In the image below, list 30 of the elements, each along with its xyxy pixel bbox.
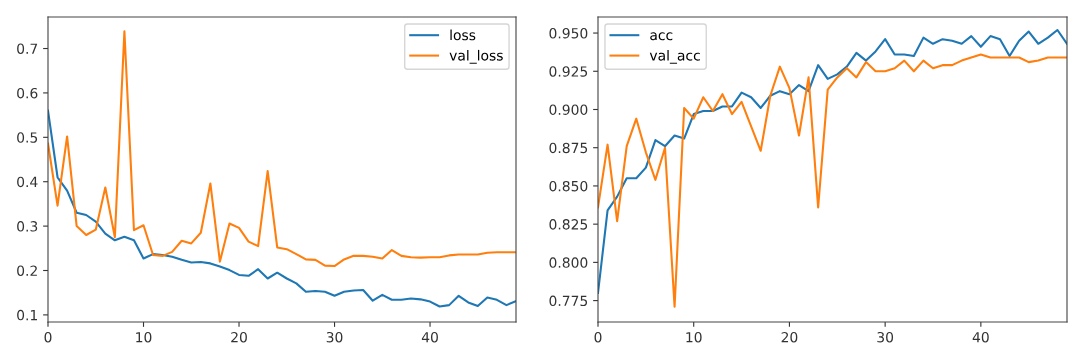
y-tick-label: 0.925 <box>549 66 588 77</box>
y-tick-label: 0.900 <box>549 104 588 115</box>
x-tick-label: 30 <box>326 331 343 343</box>
x-tick-label: 0 <box>44 331 52 343</box>
legend-label: val_loss <box>449 49 503 64</box>
legend-label: val_acc <box>649 49 700 64</box>
legend-label: acc <box>650 32 673 41</box>
x-tick-label: 0 <box>594 331 602 343</box>
y-tick-label: 0.2 <box>17 265 37 276</box>
y-tick-label: 0.775 <box>549 295 588 307</box>
x-tick-label: 20 <box>781 331 798 343</box>
y-tick-label: 0.950 <box>549 28 588 39</box>
x-tick-label: 10 <box>136 331 152 343</box>
y-tick-label: 0.850 <box>549 180 588 192</box>
legend-label: loss <box>450 29 476 41</box>
y-tick-label: 0.5 <box>17 132 38 143</box>
y-tick-label: 0.6 <box>17 87 38 99</box>
x-tick-label: 40 <box>972 331 989 343</box>
x-tick-label: 40 <box>421 331 438 343</box>
y-tick-label: 0.3 <box>17 221 38 232</box>
x-tick-label: 20 <box>231 331 247 343</box>
x-tick-label: 30 <box>877 331 894 343</box>
y-tick-label: 0.4 <box>17 176 38 188</box>
y-tick-label: 0.825 <box>549 219 588 230</box>
y-tick-label: 0.800 <box>549 257 588 268</box>
line-series <box>48 30 516 268</box>
y-tick-label: 0.1 <box>17 309 37 321</box>
y-tick-label: 0.7 <box>17 43 38 54</box>
x-tick-label: 10 <box>686 331 702 343</box>
y-tick-label: 0.875 <box>549 142 588 154</box>
